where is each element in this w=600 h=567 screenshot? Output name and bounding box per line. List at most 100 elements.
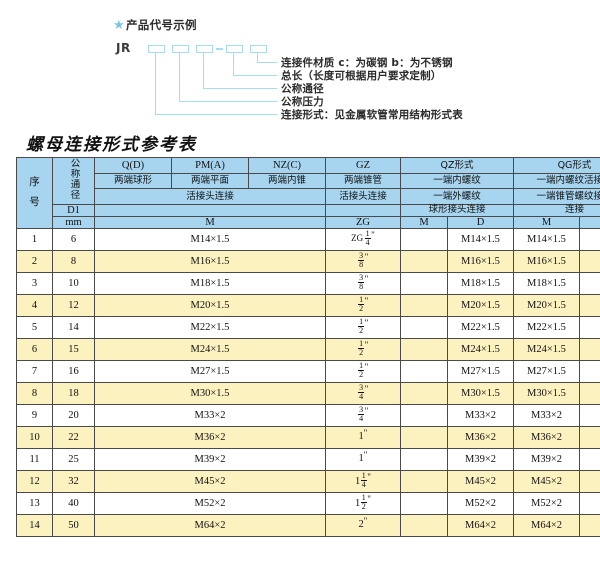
cell-seq: 14 bbox=[16, 513, 53, 537]
header-seq-line2: 号 bbox=[29, 195, 40, 208]
cell-qz-m bbox=[400, 491, 448, 515]
header-desc-pma: 两端平面 bbox=[171, 173, 249, 190]
cell-qz-m bbox=[400, 315, 448, 339]
cell-qg-zg: 112" bbox=[579, 491, 600, 515]
whole-number: 1 bbox=[355, 497, 361, 509]
header-unit-m: M bbox=[94, 215, 326, 229]
cell-seq: 6 bbox=[16, 337, 53, 361]
header-seq-line1: 序 bbox=[29, 175, 40, 188]
cell-nominal-diameter: 22 bbox=[52, 425, 95, 449]
header-unit-qg-zg: ZG bbox=[579, 215, 600, 229]
header-seq: 序 号 bbox=[16, 157, 53, 229]
cell-thread-m: M24×1.5 bbox=[94, 337, 326, 361]
header-row3-qz: 一端外螺纹 bbox=[400, 188, 514, 205]
fraction-numerator: 1 bbox=[360, 470, 367, 481]
table-title: 螺母连接形式参考表 bbox=[26, 135, 197, 155]
cell-qg-zg: 34" bbox=[579, 403, 600, 427]
cell-seq: 12 bbox=[16, 469, 53, 493]
cell-seq: 11 bbox=[16, 447, 53, 471]
header-unit-gz-zg: ZG bbox=[325, 215, 401, 229]
cell-nominal-diameter: 16 bbox=[52, 359, 95, 383]
cell-qg-m: M18×1.5 bbox=[513, 271, 580, 295]
cell-nominal-diameter: 15 bbox=[52, 337, 95, 361]
leader-line-pressure-h bbox=[179, 101, 277, 103]
code-prefix-label: JR bbox=[116, 41, 131, 55]
leader-line-form-v bbox=[155, 53, 157, 115]
cell-gz-zg: 1" bbox=[325, 447, 401, 471]
header-row3-qpmnz: 活接头连接 bbox=[94, 188, 326, 205]
cell-seq: 7 bbox=[16, 359, 53, 383]
leader-line-material-v bbox=[257, 53, 259, 63]
header-row-3: 活接头连接 活接头连接 一端外螺纹 一端锥管螺纹接头 bbox=[17, 188, 600, 205]
header-unit-qz-d: D bbox=[447, 215, 514, 229]
fraction-numerator: 1 bbox=[364, 228, 371, 239]
header-unit-qz-m: M bbox=[400, 215, 448, 229]
cell-seq: 10 bbox=[16, 425, 53, 449]
cell-seq: 1 bbox=[16, 227, 53, 251]
cell-qg-zg: 14" bbox=[579, 227, 600, 251]
cell-thread-m: M27×1.5 bbox=[94, 359, 326, 383]
annotation-material: 连接件材质 c：为碳钢 b：为不锈钢 bbox=[281, 57, 453, 69]
fraction-denominator: 8 bbox=[359, 281, 364, 291]
fraction-numerator: 1 bbox=[360, 492, 367, 503]
cell-qz-d: M36×2 bbox=[447, 425, 514, 449]
leader-line-form-h bbox=[155, 114, 277, 116]
inch-mark: " bbox=[364, 406, 369, 417]
header-unit-qg-m: M bbox=[513, 215, 580, 229]
fraction-numerator: 1 bbox=[358, 338, 365, 349]
fraction-numerator: 3 bbox=[358, 272, 365, 283]
header-row-4: D1 球形接头连接 连接 bbox=[17, 203, 600, 217]
product-code-legend: ★ 产品代号示例 JR 连接件材质 c：为碳钢 b：为不锈钢 总长（长度可根据用… bbox=[0, 0, 600, 132]
cell-qz-m bbox=[400, 469, 448, 493]
fraction-denominator: 2 bbox=[359, 347, 364, 357]
header-group-qz: QZ形式 bbox=[400, 156, 514, 175]
header-desc-qz: 一端内螺纹 bbox=[400, 173, 514, 190]
header-group-qg: QG形式 bbox=[513, 156, 600, 175]
cell-qg-m: M27×1.5 bbox=[513, 359, 580, 383]
cell-gz-zg: 3 4 " bbox=[325, 381, 401, 405]
annotation-nominal-pressure: 公称压力 bbox=[281, 96, 324, 108]
zg-prefix: ZG bbox=[351, 233, 364, 244]
whole-number: 2 bbox=[358, 519, 364, 531]
header-desc-qd: 两端球形 bbox=[94, 173, 172, 190]
inch-mark: " bbox=[367, 472, 371, 483]
cell-thread-m: M64×2 bbox=[94, 513, 326, 537]
leader-line-length-v bbox=[233, 53, 235, 76]
code-separator-dash bbox=[216, 48, 223, 50]
cell-thread-m: M16×1.5 bbox=[94, 249, 326, 273]
header-row-code: 序 号 公称通径 Q(D) PM(A) NZ(C) GZ QZ形式 QG形式 bbox=[16, 156, 600, 229]
cell-qz-m bbox=[400, 381, 448, 405]
cell-qz-d: M20×1.5 bbox=[447, 293, 514, 317]
cell-qg-m: M64×2 bbox=[513, 513, 580, 537]
inch-mark: " bbox=[363, 428, 368, 439]
cell-qz-d: M45×2 bbox=[447, 469, 514, 493]
star-icon: ★ bbox=[113, 17, 125, 32]
cell-nominal-diameter: 8 bbox=[52, 249, 95, 273]
cell-nominal-diameter: 32 bbox=[52, 469, 95, 493]
leader-line-pressure-v bbox=[179, 53, 181, 102]
header-group-pma: PM(A) bbox=[171, 156, 249, 175]
fraction-denominator: 4 bbox=[359, 413, 364, 423]
cell-seq: 4 bbox=[16, 293, 53, 317]
cell-seq: 3 bbox=[16, 271, 53, 295]
cell-nominal-diameter: 40 bbox=[52, 491, 95, 515]
cell-seq: 5 bbox=[16, 315, 53, 339]
cell-qz-d: M16×1.5 bbox=[447, 249, 514, 273]
whole-number: 1 bbox=[355, 475, 361, 487]
fraction-numerator: 3 bbox=[358, 404, 365, 415]
header-desc-nzc: 两端内锥 bbox=[248, 173, 326, 190]
inch-mark: " bbox=[364, 384, 369, 395]
inch-mark: " bbox=[364, 362, 369, 373]
cell-qg-zg: 1" bbox=[579, 447, 600, 471]
cell-gz-zg: 1 2 " bbox=[325, 359, 401, 383]
